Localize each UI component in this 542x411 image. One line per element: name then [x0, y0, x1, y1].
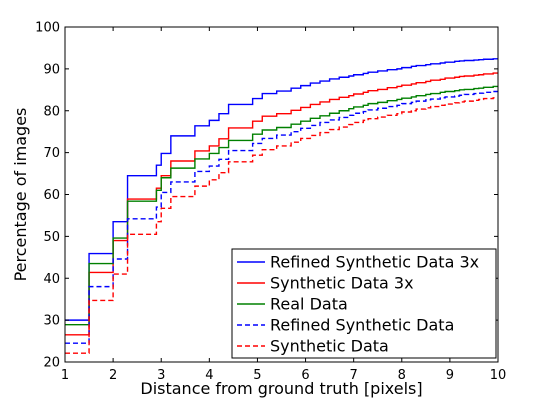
y-tick-label: 60 — [43, 188, 60, 203]
x-tick-label: 1 — [61, 368, 69, 383]
y-tick-label: 90 — [43, 62, 60, 77]
y-tick-label: 30 — [43, 314, 60, 329]
y-axis-ticks: 20 30 40 50 60 70 80 90 100 — [35, 21, 498, 371]
x-tick-label: 9 — [446, 368, 454, 383]
y-axis-label: Percentage of images — [11, 108, 30, 282]
y-tick-label: 40 — [43, 272, 60, 287]
legend-label: Real Data — [270, 295, 348, 314]
legend-box — [231, 248, 497, 359]
x-tick-label: 7 — [350, 368, 358, 383]
legend-label: Refined Synthetic Data — [270, 316, 454, 335]
series-line-3 — [65, 85, 498, 326]
x-tick-label: 8 — [398, 368, 406, 383]
y-tick-label: 20 — [43, 356, 60, 371]
series-line-1 — [65, 58, 498, 321]
series-line-4 — [65, 90, 498, 344]
x-tick-label: 5 — [253, 368, 261, 383]
y-tick-label: 50 — [43, 230, 60, 245]
x-axis-ticks: 1 2 3 4 5 6 7 8 9 10 — [61, 27, 506, 383]
x-tick-label: 2 — [109, 368, 117, 383]
x-axis-label: Distance from ground truth [pixels] — [140, 379, 422, 398]
legend-label: Synthetic Data — [270, 337, 389, 356]
legend-label: Refined Synthetic Data 3x — [270, 253, 479, 272]
series-layer — [65, 58, 498, 354]
x-tick-label: 10 — [490, 368, 507, 383]
x-tick-label: 4 — [205, 368, 213, 383]
series-line-5 — [65, 97, 498, 354]
chart-legend: Refined Synthetic Data 3x Synthetic Data … — [231, 248, 497, 359]
y-tick-label: 80 — [43, 104, 60, 119]
y-tick-label: 100 — [35, 21, 60, 36]
x-tick-label: 3 — [157, 368, 165, 383]
series-line-2 — [65, 72, 498, 336]
x-tick-label: 6 — [301, 368, 309, 383]
y-tick-label: 70 — [43, 146, 60, 161]
legend-label: Synthetic Data 3x — [270, 274, 414, 293]
